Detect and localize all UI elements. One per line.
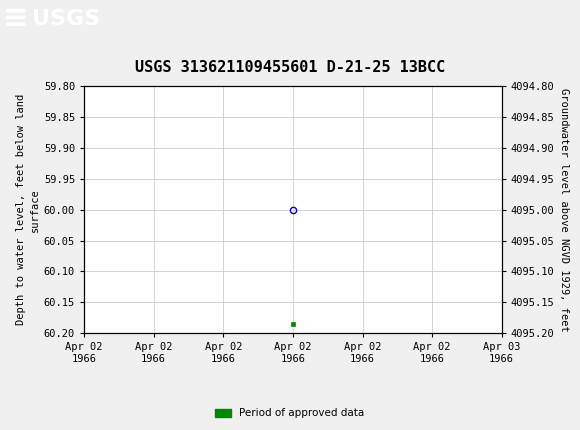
Text: USGS 313621109455601 D-21-25 13BCC: USGS 313621109455601 D-21-25 13BCC: [135, 60, 445, 75]
Y-axis label: Groundwater level above NGVD 1929, feet: Groundwater level above NGVD 1929, feet: [559, 88, 568, 332]
Y-axis label: Depth to water level, feet below land
surface: Depth to water level, feet below land su…: [16, 94, 39, 325]
Text: ≡: ≡: [3, 4, 28, 33]
Legend: Period of approved data: Period of approved data: [211, 404, 369, 423]
Text: USGS: USGS: [32, 9, 100, 28]
